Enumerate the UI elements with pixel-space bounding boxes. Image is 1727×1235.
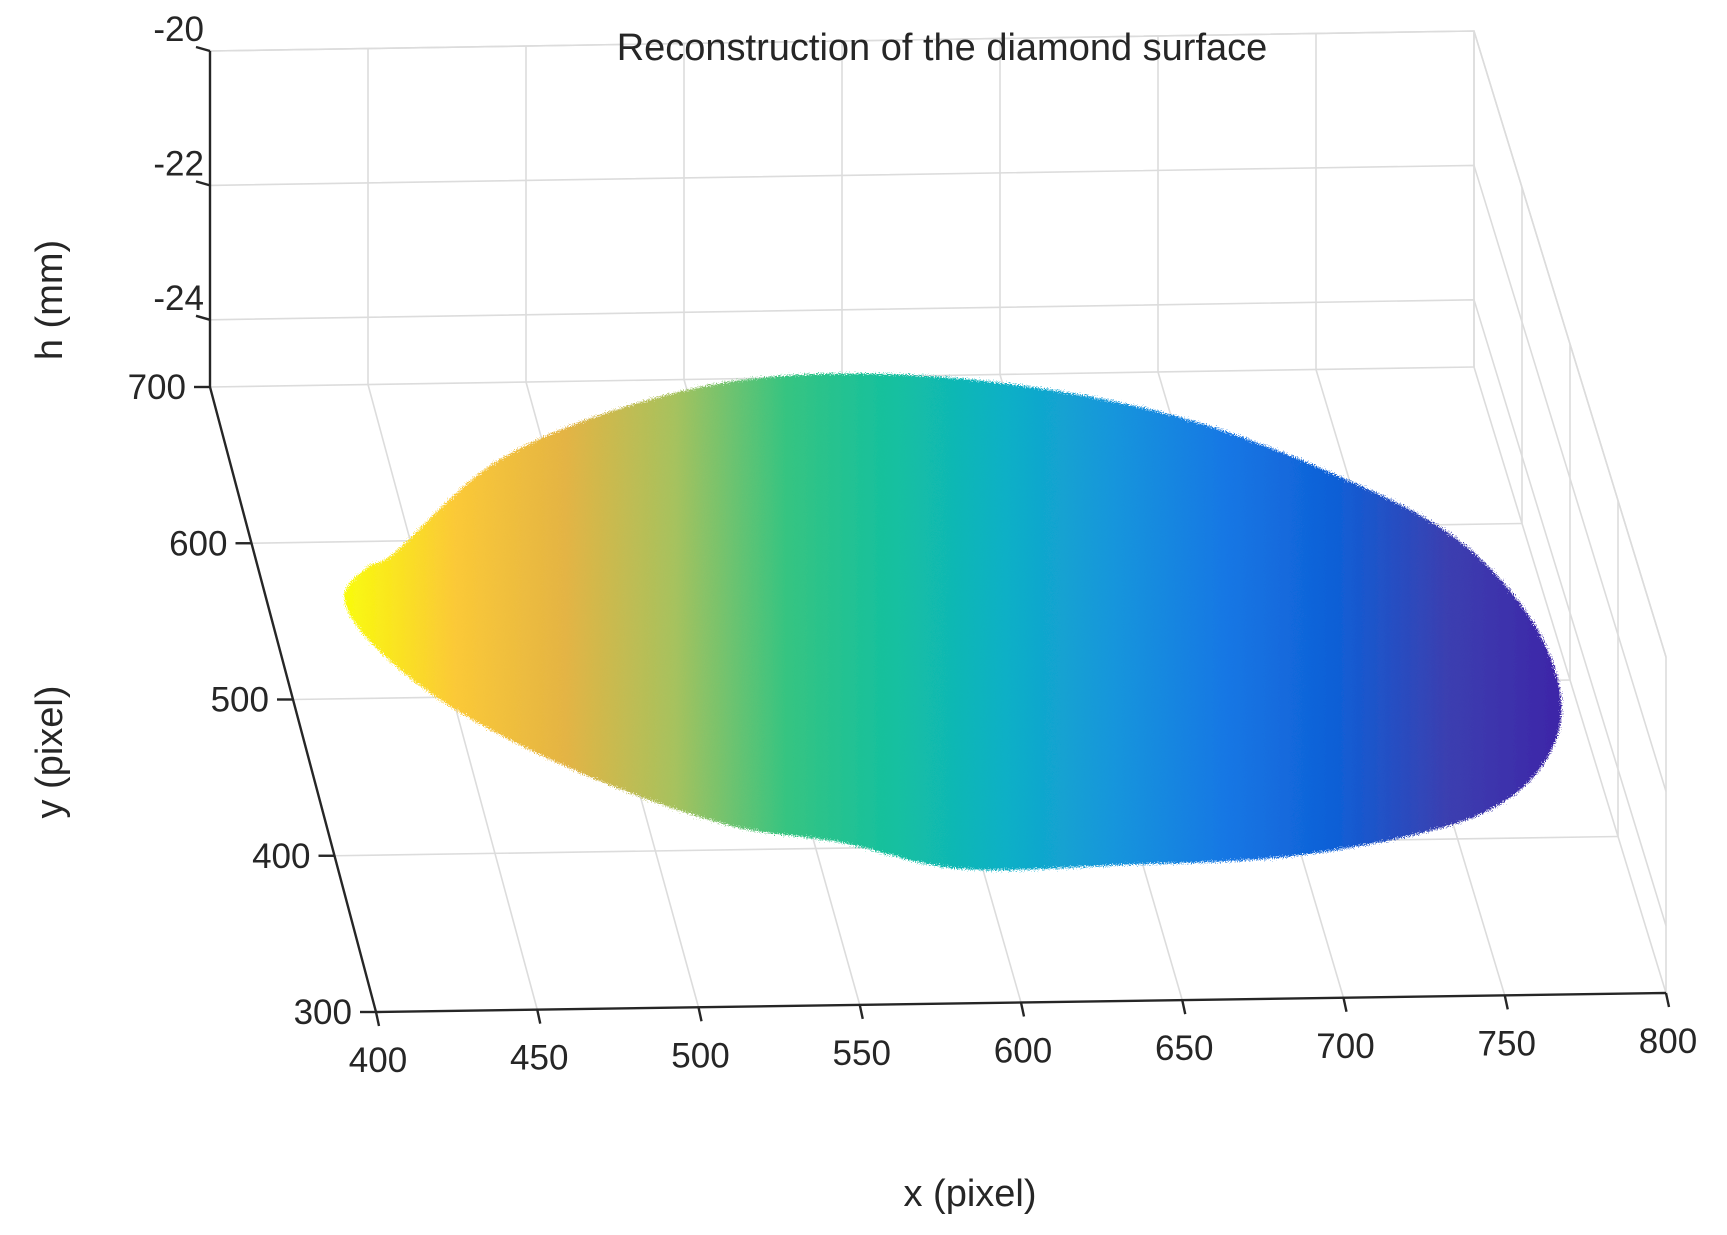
chart-title: Reconstruction of the diamond surface [617, 27, 1268, 69]
axes [194, 45, 1671, 1027]
z-tick-label: -22 [153, 144, 204, 183]
surface [344, 373, 1562, 871]
x-tick-mark [1342, 997, 1348, 1013]
x-tick-label: 500 [671, 1036, 729, 1075]
z-tick-label: -24 [153, 279, 204, 318]
x-tick-mark [697, 1006, 703, 1022]
surface-patch [344, 373, 1562, 871]
x-tick-label: 750 [1478, 1024, 1536, 1063]
x-tick-label: 450 [510, 1039, 568, 1078]
x-tick-mark [536, 1009, 542, 1024]
x-tick-label: 700 [1316, 1027, 1374, 1066]
y-tick-label: 700 [128, 368, 186, 407]
wall-top-border [209, 30, 1667, 658]
x-tick-mark [374, 1011, 381, 1027]
x-axis-label: x (pixel) [903, 1173, 1036, 1215]
x-tick-mark [1019, 1002, 1026, 1017]
y-axis-label: y (pixel) [29, 685, 71, 818]
x-tick-mark [858, 1004, 864, 1020]
x-tick-label: 600 [994, 1032, 1052, 1071]
z-tick-mark [195, 314, 211, 321]
x-tick-label: 550 [833, 1034, 891, 1073]
x-tick-label: 800 [1639, 1022, 1697, 1061]
x-tick-mark [1664, 992, 1671, 1008]
x-tick-label: 400 [349, 1041, 407, 1080]
z-tick-mark [195, 45, 211, 53]
x-tick-mark [1181, 999, 1187, 1015]
y-tick-label: 500 [211, 681, 269, 720]
z-tick-mark [195, 180, 211, 187]
x-tick-label: 650 [1155, 1029, 1213, 1068]
z-grid-line [209, 164, 1667, 792]
z-tick-label: -20 [153, 10, 204, 49]
y-tick-label: 400 [252, 837, 310, 876]
z-grid-line [209, 298, 1667, 927]
y-tick-label: 600 [169, 524, 227, 563]
x-tick-mark [1503, 995, 1509, 1010]
z-axis-label: h (mm) [29, 240, 71, 360]
y-tick-label: 300 [294, 993, 352, 1032]
tick-labels: 400 450 500 550 600 650 700 750 800 300 400 500 600 7… [128, 10, 1698, 1080]
